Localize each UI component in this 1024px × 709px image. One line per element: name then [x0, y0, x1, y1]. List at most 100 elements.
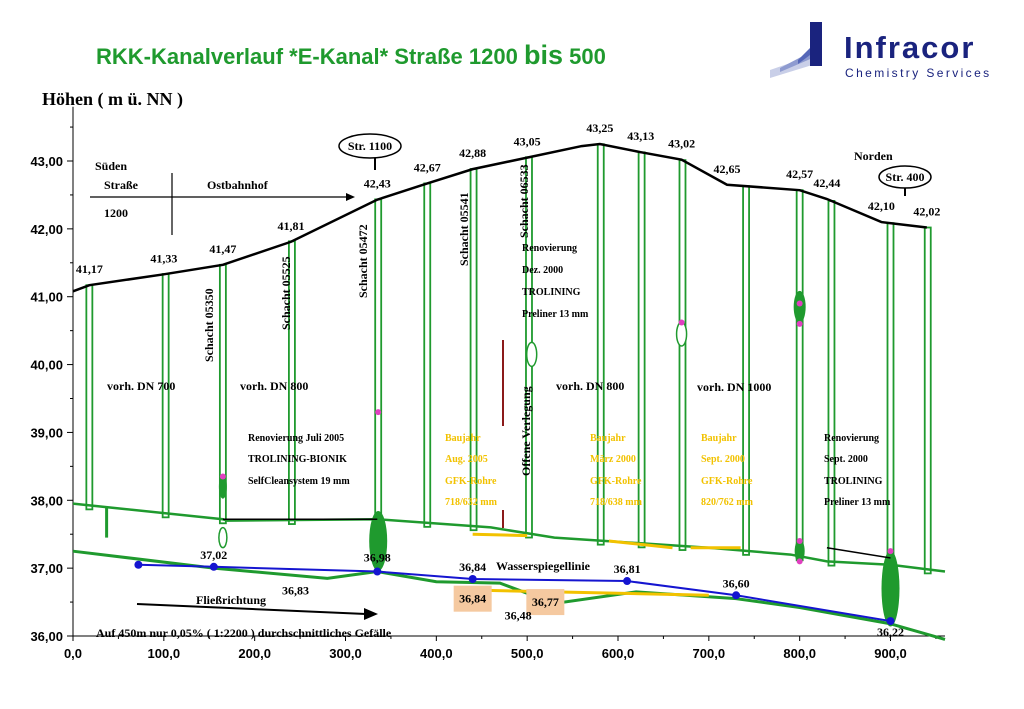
pipe-details: [105, 290, 900, 627]
note-baujahr1-2: Aug. 2005: [445, 454, 488, 465]
note-ren2000a-2: Dez. 2000: [522, 265, 563, 276]
terrain-line: 41,17 41,33 41,47 41,81 42,43 42,67 42,88 43,05…: [72, 121, 940, 293]
boxed-value-bg: [453, 585, 492, 612]
shaft: [161, 273, 170, 519]
y-tick-label: 43,00: [30, 154, 63, 169]
note-ren2005-1: Renovierung Juli 2005: [248, 433, 344, 444]
y-tick-label: 41,00: [30, 290, 63, 305]
water-point: [209, 562, 218, 571]
shaft: [423, 182, 432, 528]
fliessrichtung-label: Fließrichtung: [196, 593, 266, 607]
terrain-elevation-label: 42,43: [364, 177, 391, 191]
gfk-segment: [472, 532, 528, 538]
shaft: [886, 222, 895, 570]
norden-label: Norden: [854, 149, 893, 163]
water-level-label: 36,22: [877, 625, 904, 639]
terrain-polyline: [72, 142, 927, 293]
x-tick-label: 500,0: [511, 646, 544, 661]
boxed-value-bg: [526, 589, 565, 616]
y-tick-label: 36,00: [30, 629, 63, 644]
note-ren2000a-1: Renovierung: [522, 243, 577, 254]
hatched-ellipse: [525, 341, 538, 368]
x-tick-label: 300,0: [329, 646, 362, 661]
water-level-label: 36,81: [614, 562, 641, 576]
note-ren2000a-4: Preliner 13 mm: [522, 309, 589, 320]
str1100-label: Str. 1100: [348, 139, 392, 153]
water-level-label: 36,98: [364, 551, 391, 565]
terrain-elevation-label: 42,02: [913, 205, 940, 219]
sued-label: Süden: [95, 159, 127, 173]
note-ren2000b-3: TROLINING: [824, 476, 883, 487]
ostbahnhof-label: Ostbahnhof: [207, 178, 269, 192]
water-level-line: 37,02 36,83 36,98 36,84 36,81 36,60 36,22 36,84…: [134, 548, 904, 639]
x-tick-label: 100,0: [148, 646, 181, 661]
x-tick-label: 700,0: [693, 646, 726, 661]
shaft-label-05472: Schacht 05472: [356, 224, 370, 298]
note-baujahr2-4: 718/638 mm: [590, 497, 643, 508]
water-level-label: 36,84: [459, 560, 486, 574]
shaft-label-06533: Schacht 06533: [517, 164, 531, 238]
water-point: [886, 617, 895, 626]
y-tick-label: 42,00: [30, 222, 63, 237]
terrain-elevation-label: 41,17: [76, 262, 103, 276]
note-baujahr2-1: Baujahr: [590, 433, 626, 444]
note-ren2000b-1: Renovierung: [824, 433, 879, 444]
strasse-number: 1200: [104, 206, 128, 220]
water-point: [373, 567, 382, 576]
logo-tagline: Chemistry Services: [845, 66, 992, 80]
shaft: [678, 159, 687, 551]
pipe-bulge-ellipse: [793, 290, 806, 323]
marker-dot: [796, 538, 803, 544]
note-baujahr2-2: März 2000: [590, 454, 636, 465]
terrain-elevation-label: 42,10: [868, 199, 895, 213]
x-tick-label: 400,0: [420, 646, 453, 661]
terrain-elevation-label: 41,33: [150, 251, 177, 265]
terrain-elevation-label: 41,81: [278, 219, 305, 233]
note-baujahr3-2: Sept. 2000: [701, 454, 745, 465]
dn1000-label: vorh. DN 1000: [697, 380, 771, 394]
dn800-label-2: vorh. DN 800: [556, 379, 624, 393]
water-level-label: 36,60: [723, 576, 750, 590]
note-baujahr3-3: GFK-Rohre: [701, 476, 753, 487]
chart-annotations: Süden Norden Straße 1200 Ostbahnhof Str.…: [90, 133, 932, 640]
gfk-segment: [608, 539, 673, 550]
y-tick-label: 40,00: [30, 358, 63, 373]
pipe-bulge-ellipse: [794, 539, 805, 564]
fliessrichtung-arrow-head: [364, 608, 378, 620]
gfk-segment: [463, 588, 709, 597]
shaft: [795, 189, 804, 562]
water-point: [468, 575, 477, 583]
note-ren2000b-2: Sept. 2000: [824, 454, 868, 465]
x-tick-label: 800,0: [783, 646, 816, 661]
gefaelle-note: Auf 450m nur 0,05% ( 1:2200 ) durchschni…: [96, 626, 392, 640]
logo-name: Infracor: [844, 30, 976, 65]
note-ren2000b-4: Preliner 13 mm: [824, 497, 891, 508]
str400-label: Str. 400: [886, 170, 925, 184]
x-tick-label: 0,0: [64, 646, 82, 661]
axes: 36,00 37,00 38,00 39,00 40,00 41,00 42,00 43,00…: [30, 106, 945, 661]
hatched-ellipse: [218, 526, 228, 549]
pipe-bulge-ellipse: [218, 474, 227, 499]
water-point: [623, 577, 632, 586]
boxed-value-label: 36,84: [459, 592, 486, 606]
dn800-label-1: vorh. DN 800: [240, 379, 308, 393]
x-tick-label: 600,0: [602, 646, 635, 661]
terrain-elevation-label: 41,47: [209, 242, 236, 256]
note-baujahr1-1: Baujahr: [445, 433, 481, 444]
note-baujahr1-4: 718/632 mm: [445, 497, 498, 508]
water-point: [134, 560, 143, 569]
shaft: [85, 284, 94, 511]
terrain-elevation-label: 43,05: [514, 135, 541, 149]
note-ren2005-3: SelfCleansystem 19 mm: [248, 476, 350, 487]
terrain-elevation-label: 42,67: [414, 160, 441, 174]
terrain-elevation-label: 42,44: [813, 176, 840, 190]
note-baujahr1-3: GFK-Rohre: [445, 476, 497, 487]
pipe-bulge-ellipse: [881, 550, 900, 627]
shaft-label-05525: Schacht 05525: [279, 256, 293, 330]
shaft: [637, 151, 646, 549]
shaft: [923, 226, 932, 575]
boxed-value-label: 36,77: [532, 595, 559, 609]
note-ren2005-2: TROLINING-BIONIK: [248, 454, 347, 465]
fliessrichtung-arrow-line: [136, 603, 367, 615]
note-baujahr3-1: Baujahr: [701, 433, 737, 444]
